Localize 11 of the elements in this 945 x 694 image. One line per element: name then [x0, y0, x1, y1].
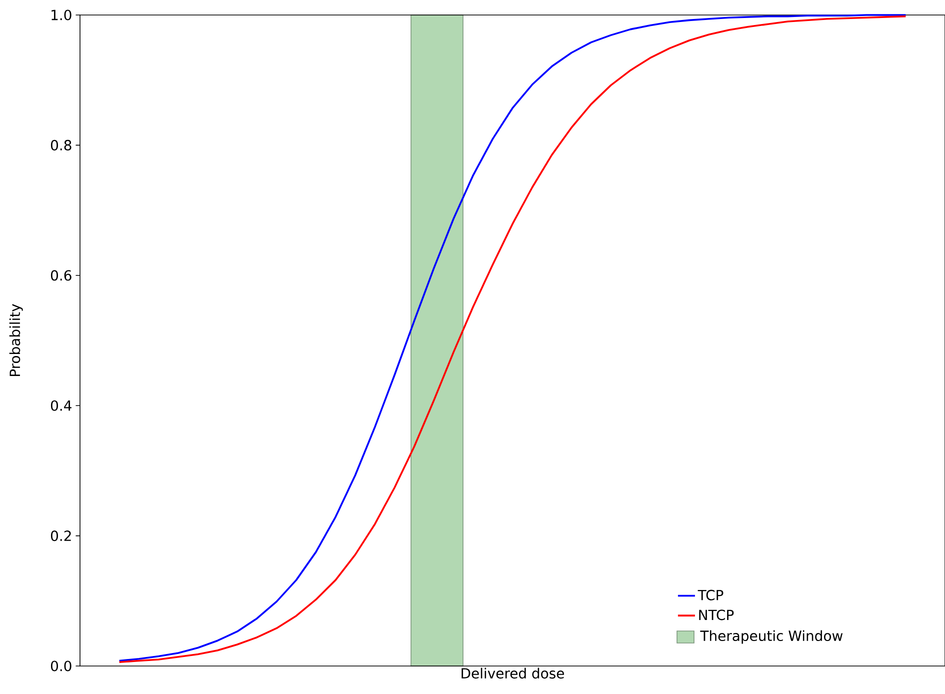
- legend-label: TCP: [698, 590, 724, 600]
- y-tick-label: 0.2: [50, 530, 71, 542]
- x-axis-title: Delivered dose: [462, 668, 564, 679]
- legend-label: NTCP: [699, 610, 734, 620]
- y-tick-label: 1.0: [52, 10, 72, 20]
- y-tick-label: 0.4: [50, 400, 72, 411]
- y-tick-label: 0.6: [50, 270, 72, 281]
- y-tick-label: 0.8: [50, 140, 72, 150]
- y-tick-label: 0.0: [50, 660, 72, 672]
- annotation: Therapeutic Window: [700, 630, 843, 644]
- y-axis-title: Probability: [9, 304, 23, 376]
